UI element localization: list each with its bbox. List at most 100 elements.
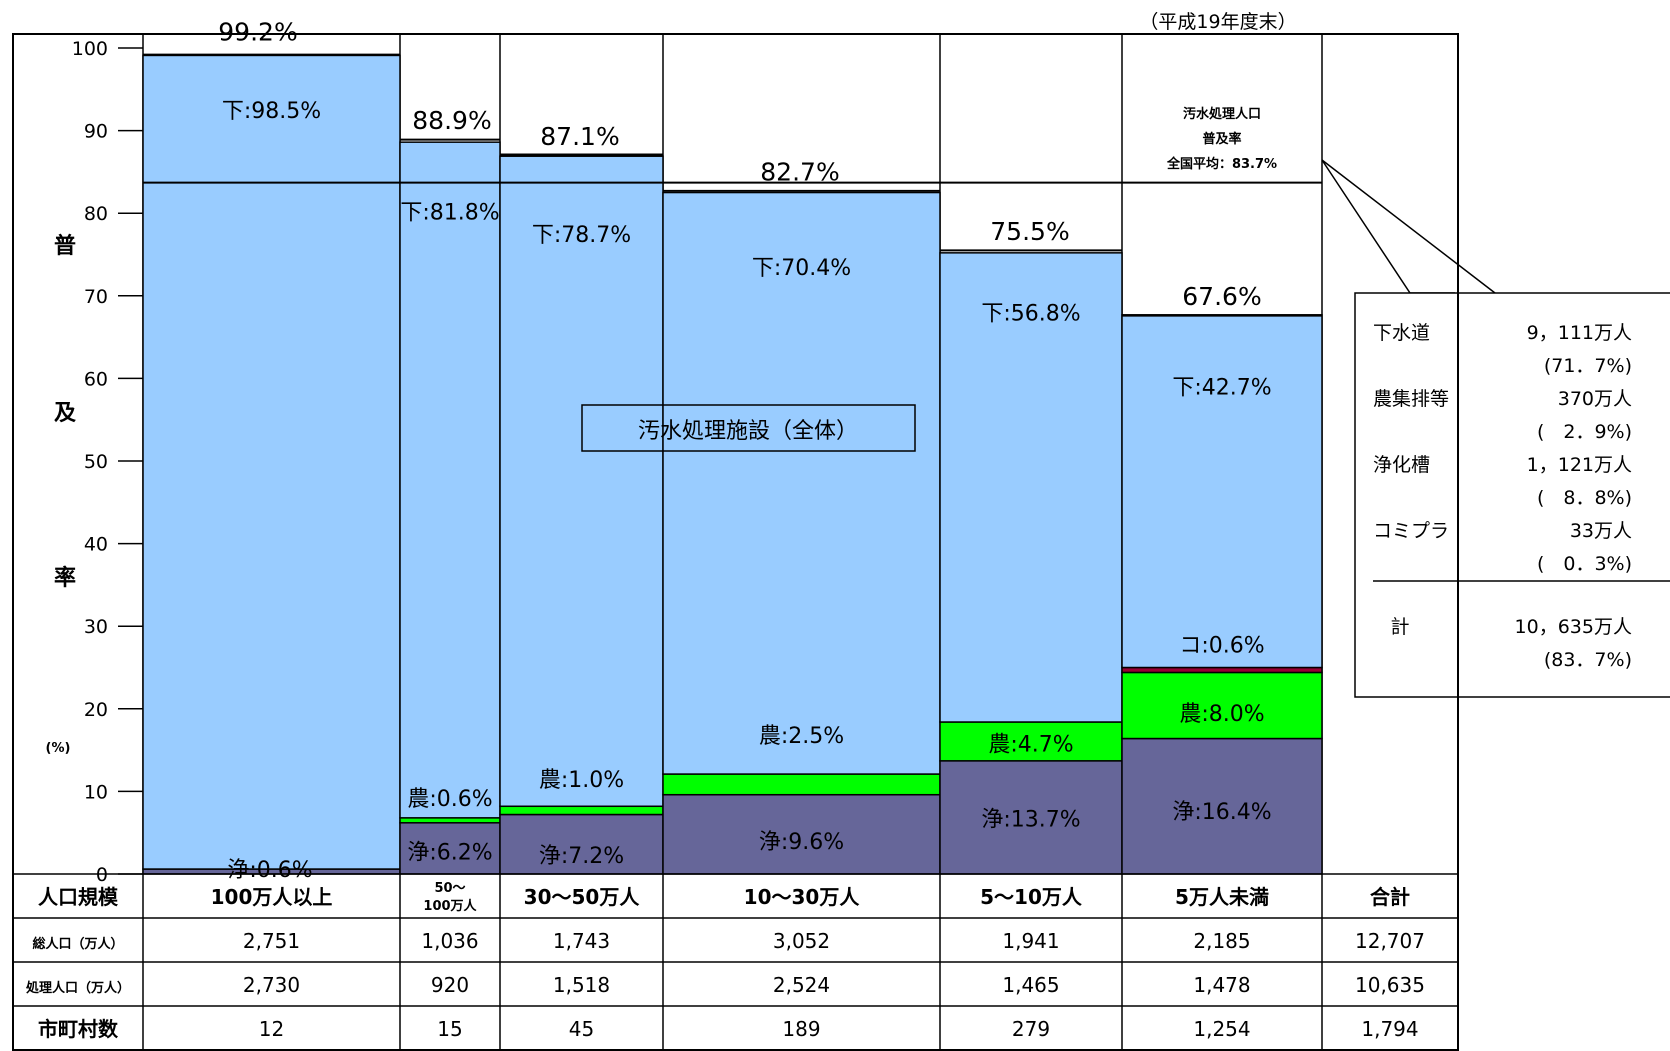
y-tick-label: 90 (84, 121, 108, 143)
y-tick-label: 60 (84, 368, 108, 390)
table-cell: 1,794 (1361, 1017, 1418, 1041)
y-tick-label: 30 (84, 616, 108, 638)
bar-total-label: 67.6% (1182, 282, 1261, 311)
table-header-cell: 100万人 (423, 898, 477, 914)
callout-row-value: 370万人 (1558, 388, 1632, 410)
table-row-label: 総人口（万人） (32, 936, 123, 952)
segment-label: 農:0.6% (407, 787, 492, 812)
callout-pointer-edge (1321, 159, 1496, 294)
bar-segment (662, 191, 941, 775)
bar-total-label: 88.9% (412, 106, 491, 135)
table-cell: 2,185 (1193, 929, 1250, 953)
bar-total-label: 99.2% (218, 18, 297, 47)
center-label: 汚水処理施設（全体） (638, 419, 858, 444)
table-row-label: 処理人口（万人） (25, 980, 130, 996)
center-label-box (581, 404, 916, 452)
segment-label: 浄:0.6% (227, 858, 312, 883)
bar-total-label: 87.1% (540, 122, 619, 151)
segment-label: 下:42.7% (1172, 376, 1271, 401)
table-cell: 10,635 (1355, 973, 1425, 997)
segment-label: コ:0.6% (1179, 633, 1264, 658)
callout-row-label: 下水道 (1373, 322, 1430, 344)
table-cell: 45 (569, 1017, 594, 1041)
table-cell: 279 (1012, 1017, 1050, 1041)
table-cell: 920 (431, 973, 469, 997)
callout-row-label: コミプラ (1373, 520, 1449, 542)
y-tick-label: 40 (84, 534, 108, 556)
bar-segment (939, 252, 1123, 723)
table-cell: 2,751 (243, 929, 300, 953)
y-tick-label: 20 (84, 699, 108, 721)
y-axis-title-char: 普 (54, 233, 76, 259)
segment-label: 農:8.0% (1179, 702, 1264, 727)
bar-segment (939, 760, 1123, 875)
y-tick-label: 50 (84, 451, 108, 473)
segment-label: 浄:9.6% (759, 830, 844, 855)
y-axis-unit: (%) (46, 741, 71, 756)
callout-row-pct: ( 2．9%) (1537, 421, 1632, 443)
table-cell: 1,743 (553, 929, 610, 953)
callout-row-pct: ( 0．3%) (1537, 553, 1632, 575)
y-axis-title-char: 率 (54, 565, 76, 591)
segment-label: 下:98.5% (222, 99, 321, 124)
table-header-cell: 50～ (434, 881, 465, 896)
bar-segment (1121, 671, 1323, 740)
table-header-cell: 30～50万人 (524, 885, 641, 909)
table-cell: 15 (437, 1017, 462, 1041)
table-cell: 1,465 (1002, 973, 1059, 997)
segment-label: 下:70.4% (752, 256, 851, 281)
bar-segment (1121, 314, 1323, 669)
bar-segment (1121, 737, 1323, 875)
callout-total-value: 10，635万人 (1515, 616, 1632, 638)
callout-row-label: 農集排等 (1373, 388, 1449, 410)
bar-total-label: 82.7% (760, 157, 839, 186)
segment-label: 浄:13.7% (981, 808, 1080, 833)
bar-segment (142, 54, 401, 870)
segment-label: 農:4.7% (988, 732, 1073, 757)
segment-label: 農:1.0% (539, 768, 624, 793)
table-header-cell: 5万人未満 (1175, 885, 1269, 909)
segment-label: 下:81.8% (400, 201, 499, 226)
bar-segment (399, 141, 501, 819)
y-tick-label: 100 (72, 38, 108, 60)
callout-row-pct: ( 8．8%) (1537, 487, 1632, 509)
table-cell: 3,052 (773, 929, 830, 953)
callout-row-pct: (71．7%) (1544, 355, 1632, 377)
table-header-label: 人口規模 (38, 885, 119, 909)
callout-row-value: 33万人 (1570, 520, 1632, 542)
bar-segment (499, 805, 664, 816)
callout-total-pct: (83．7%) (1544, 649, 1632, 671)
bar-segment (662, 773, 941, 796)
national-average-label: 普及率 (1202, 131, 1241, 147)
table-row-label: 市町村数 (38, 1017, 119, 1041)
segment-label: 浄:7.2% (539, 844, 624, 869)
table-cell: 2,524 (773, 973, 830, 997)
table-cell: 12 (259, 1017, 284, 1041)
bar-total-label: 75.5% (990, 217, 1069, 246)
table-header-cell: 10～30万人 (744, 885, 861, 909)
callout-total-label: 計 (1390, 616, 1409, 638)
y-tick-label: 10 (84, 781, 108, 803)
y-tick-label: 70 (84, 286, 108, 308)
callout-box (1354, 292, 1670, 698)
segment-label: 農:2.5% (759, 724, 844, 749)
table-cell: 2,730 (243, 973, 300, 997)
table-header-cell: 合計 (1370, 885, 1410, 909)
table-cell: 189 (782, 1017, 820, 1041)
national-average-label: 汚水処理人口 (1183, 106, 1261, 122)
date-note: （平成19年度末） (1139, 11, 1296, 33)
table-cell: 12,707 (1355, 929, 1425, 953)
table-header-cell: 100万人以上 (211, 885, 333, 909)
callout-row-value: 9，111万人 (1527, 322, 1632, 344)
segment-label: 浄:16.4% (1172, 800, 1271, 825)
segment-label: 下:56.8% (981, 301, 1080, 326)
table-cell: 1,036 (421, 929, 478, 953)
table-cell: 1,941 (1002, 929, 1059, 953)
table-cell: 1,478 (1193, 973, 1250, 997)
segment-label: 浄:6.2% (407, 841, 492, 866)
callout-row-value: 1，121万人 (1527, 454, 1632, 476)
bar-segment (499, 155, 664, 808)
table-header-cell: 5～10万人 (980, 885, 1083, 909)
table-cell: 1,254 (1193, 1017, 1250, 1041)
